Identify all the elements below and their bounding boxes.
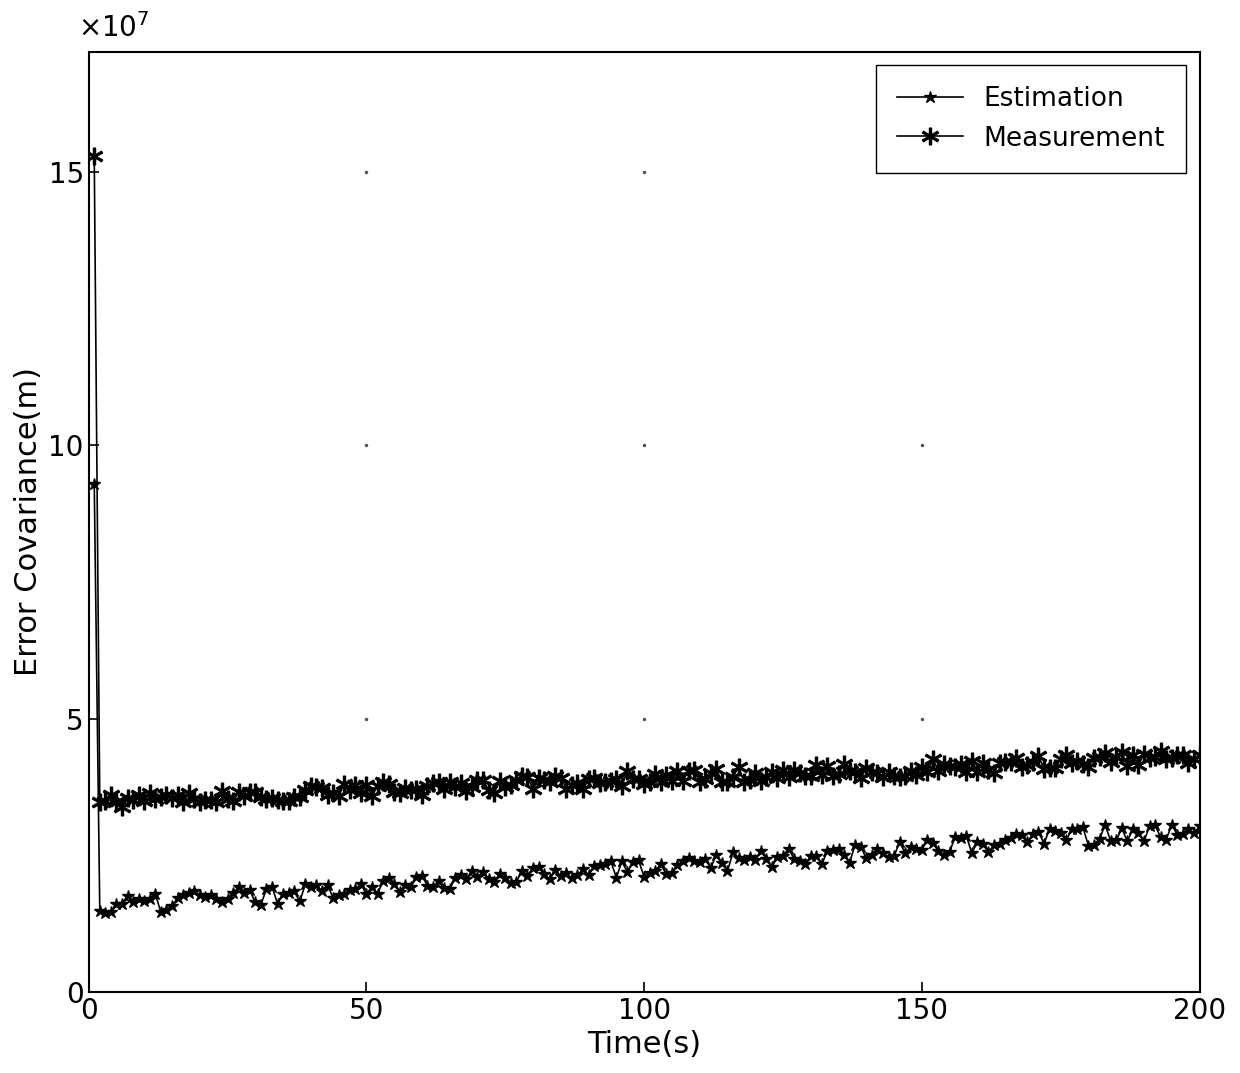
- Text: $\times$10$^7$: $\times$10$^7$: [78, 13, 149, 43]
- Estimation: [136, 895, 151, 908]
- Y-axis label: Error Covariance(m): Error Covariance(m): [14, 367, 43, 676]
- Measurement: [1142, 751, 1157, 764]
- X-axis label: Time(s): Time(s): [587, 1030, 701, 1059]
- Measurement: [114, 800, 129, 813]
- Measurement: [87, 149, 102, 162]
- Estimation: [1142, 820, 1157, 833]
- Estimation: [159, 903, 174, 916]
- Estimation: [98, 907, 113, 920]
- Legend: Estimation, Measurement: Estimation, Measurement: [875, 65, 1187, 173]
- Measurement: [298, 784, 312, 797]
- Estimation: [87, 477, 102, 490]
- Measurement: [1192, 748, 1207, 761]
- Measurement: [387, 785, 402, 798]
- Line: Estimation: Estimation: [88, 477, 1205, 920]
- Estimation: [298, 878, 312, 891]
- Estimation: [1104, 835, 1118, 848]
- Estimation: [1192, 820, 1207, 833]
- Line: Measurement: Measurement: [86, 147, 1208, 815]
- Measurement: [159, 789, 174, 802]
- Measurement: [1104, 756, 1118, 769]
- Measurement: [136, 794, 151, 807]
- Estimation: [387, 878, 402, 891]
